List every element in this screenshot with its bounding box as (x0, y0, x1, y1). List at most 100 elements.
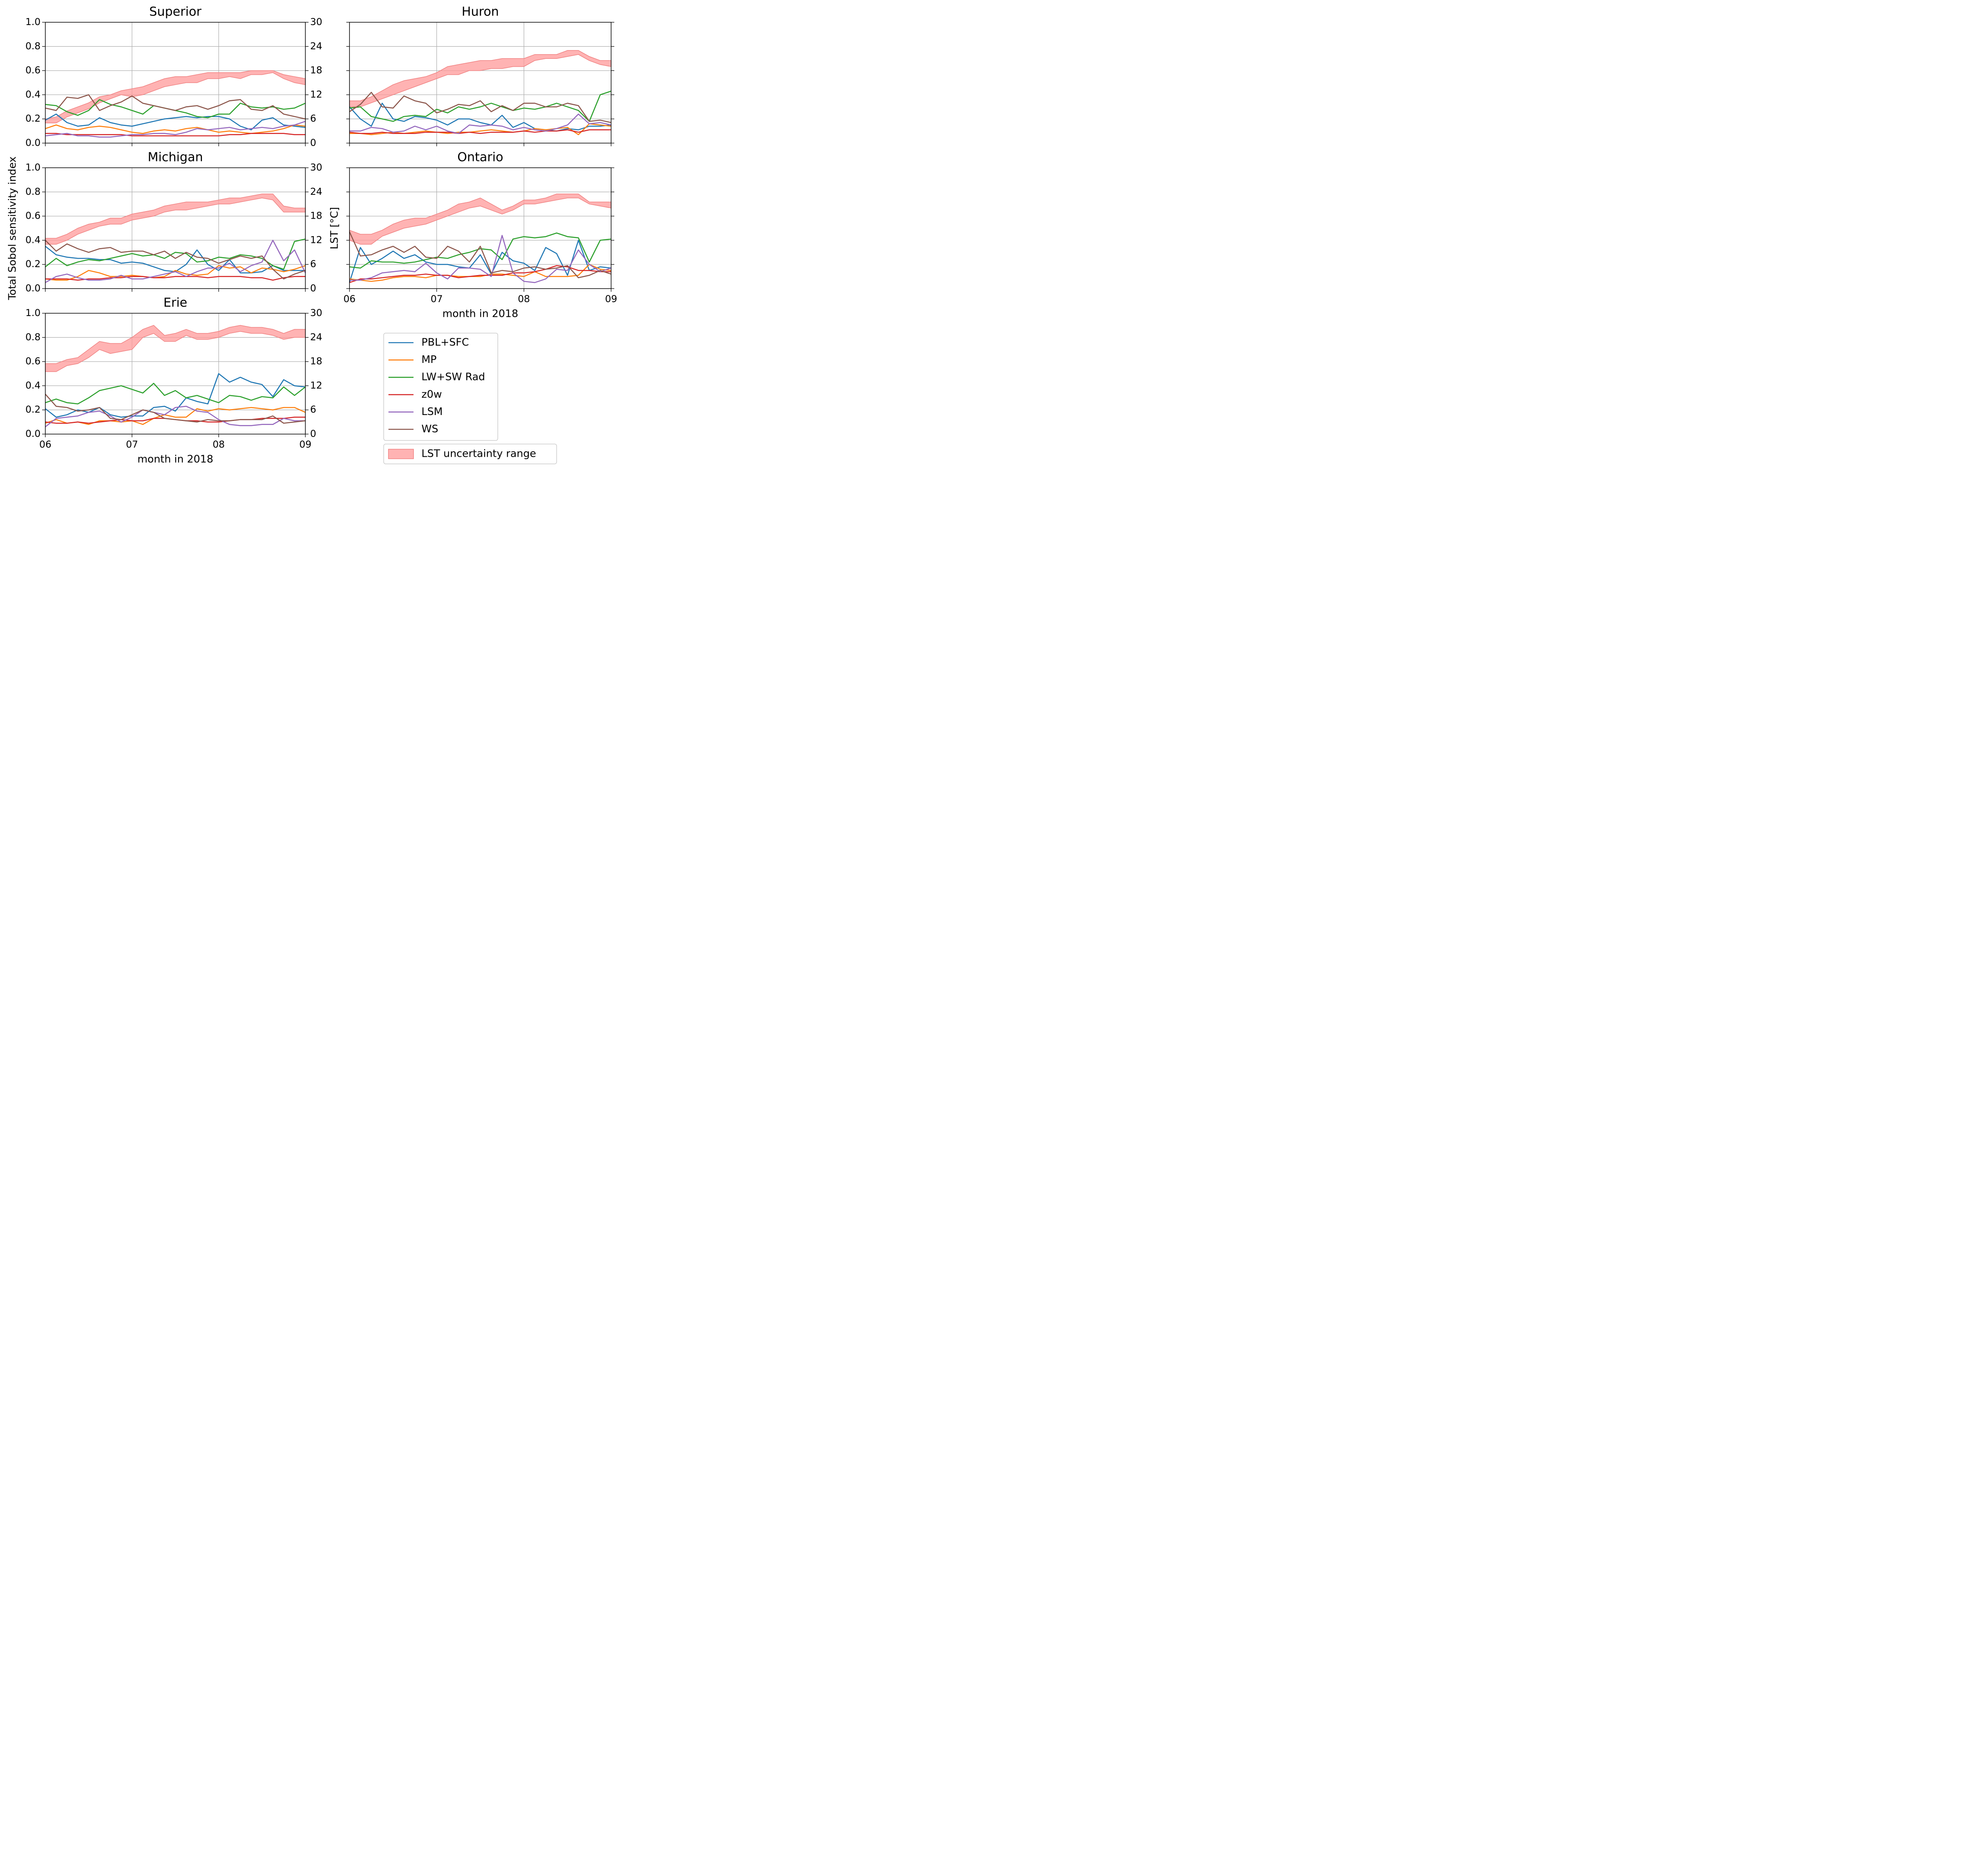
x-axis-label: month in 2018 (443, 308, 518, 320)
x-tick-label: 08 (518, 293, 530, 304)
y-tick-label: 0.6 (25, 210, 41, 221)
y-tick-label: 0.2 (25, 113, 41, 124)
x-tick-label: 06 (39, 439, 52, 450)
panel: Michigan 0.0 0.2 0.4 0.6 0.8 1.0 LST uncertaint… (25, 150, 322, 294)
y2-tick-label: 18 (310, 356, 322, 367)
legend-label: PBL+SFC (421, 337, 469, 349)
y2-tick-label: 6 (310, 258, 316, 270)
y-tick-label: 0.4 (25, 380, 41, 391)
plot-frame (45, 22, 306, 144)
x-axis-label: month in 2018 (138, 454, 214, 465)
y2-tick-label: 0 (310, 137, 316, 148)
series-line: LSM (349, 235, 612, 283)
y-tick-label: 0.8 (25, 332, 41, 343)
lst-band: LST uncertainty range (45, 194, 306, 245)
x-tick-label: 09 (605, 293, 617, 304)
y2-tick-label: 12 (310, 234, 322, 245)
y-tick-label: 0.0 (25, 428, 41, 439)
y2-tick-label: 6 (310, 404, 316, 415)
legend-box (383, 333, 498, 441)
plot-frame (45, 167, 306, 289)
y2-tick-label: 6 (310, 113, 316, 124)
series-line: LW+SW Rad (349, 232, 612, 269)
page: Total Sobol sensitivity index LST [°C] S… (0, 0, 1988, 472)
figure: Total Sobol sensitivity index LST [°C] S… (7, 5, 617, 465)
lst-band: LST uncertainty range (45, 70, 306, 124)
series-line: MP (45, 407, 306, 425)
legend-label: WS (421, 423, 438, 435)
legend-label: z0w (421, 388, 442, 400)
legend-label: LSM (421, 406, 443, 418)
plot-frame (45, 313, 306, 434)
y2-tick-label: 30 (310, 16, 322, 27)
series-line: PBL+SFC (45, 113, 306, 130)
series-line: WS (349, 231, 612, 278)
series-line: WS (349, 92, 612, 123)
x-tick-label: 06 (344, 293, 356, 304)
legend-label: MP (421, 354, 437, 366)
y2-tick-label: 12 (310, 380, 322, 391)
series-line: LSM (45, 240, 306, 283)
series-line: MP (45, 265, 306, 281)
plot-frame (349, 167, 612, 289)
y-tick-label: 1.0 (25, 16, 41, 27)
panel-title: Michigan (148, 150, 203, 165)
y-axis-label: Total Sobol sensitivity index (7, 156, 19, 300)
series-line: MP (45, 124, 306, 134)
series-line: WS (45, 394, 306, 424)
y2-tick-label: 12 (310, 89, 322, 100)
y2-tick-label: 24 (310, 41, 322, 52)
panel-title: Erie (163, 296, 187, 310)
series-line: z0w (349, 129, 611, 134)
series-line: PBL+SFC (349, 103, 612, 132)
y-tick-label: 0.8 (25, 186, 41, 197)
series-line: LSM (349, 113, 612, 134)
legend: PBL+SFC MP LW+SW Rad z0w LSM WS LST uncertaint… (383, 333, 557, 464)
legend-label: LST uncertainty range (421, 448, 536, 460)
y-tick-label: 0.4 (25, 89, 41, 100)
series-line: PBL+SFC (349, 240, 612, 283)
y2-tick-label: 18 (310, 210, 322, 221)
y2-tick-label: 30 (310, 162, 322, 173)
series-line: LSM (45, 405, 305, 427)
lst-band: LST uncertainty range (45, 325, 306, 372)
lst-band: LST uncertainty range (349, 50, 612, 107)
y-tick-label: 0.8 (25, 41, 41, 52)
y2-tick-label: 24 (310, 186, 322, 197)
x-tick-label: 09 (299, 439, 312, 450)
y-tick-label: 0.0 (25, 137, 41, 148)
y-tick-label: 1.0 (25, 307, 41, 318)
y-tick-label: 0.4 (25, 234, 41, 245)
legend-swatch (388, 449, 414, 459)
plot-frame (349, 22, 612, 144)
panel: HuronLST uncertainty rangePBL+SFCMPLW+SW… (346, 5, 614, 146)
series-line: MP (349, 264, 612, 282)
legend-box (383, 444, 557, 464)
series-line: z0w (349, 265, 611, 283)
series-line: WS (45, 240, 306, 279)
series-line: WS (45, 94, 306, 120)
y2-tick-label: 0 (310, 283, 316, 294)
y-tick-label: 0.2 (25, 258, 41, 270)
y-tick-label: 0.6 (25, 356, 41, 367)
y2-tick-label: 18 (310, 65, 322, 76)
y-tick-label: 0.6 (25, 65, 41, 76)
y-tick-label: 1.0 (25, 162, 41, 173)
series-line: LSM (45, 121, 306, 138)
y-tick-label: 0.0 (25, 283, 41, 294)
series-line: LW+SW Rad (45, 239, 306, 270)
y2-tick-label: 30 (310, 307, 322, 318)
series-line: LW+SW Rad (45, 383, 306, 405)
y2-tick-label: 0 (310, 428, 316, 439)
panel-title: Huron (462, 5, 499, 19)
panel: Superior 0.0 0.2 0.4 0.6 0.8 1.0 LST uncertaint… (25, 5, 322, 149)
y2-tick-label: 24 (310, 332, 322, 343)
x-tick-label: 08 (213, 439, 225, 450)
series-line: z0w (45, 133, 305, 137)
panel-title: Superior (149, 5, 201, 19)
series-line: z0w (45, 276, 305, 281)
series-line: LW+SW Rad (349, 91, 612, 122)
legend-label: LW+SW Rad (421, 371, 485, 383)
